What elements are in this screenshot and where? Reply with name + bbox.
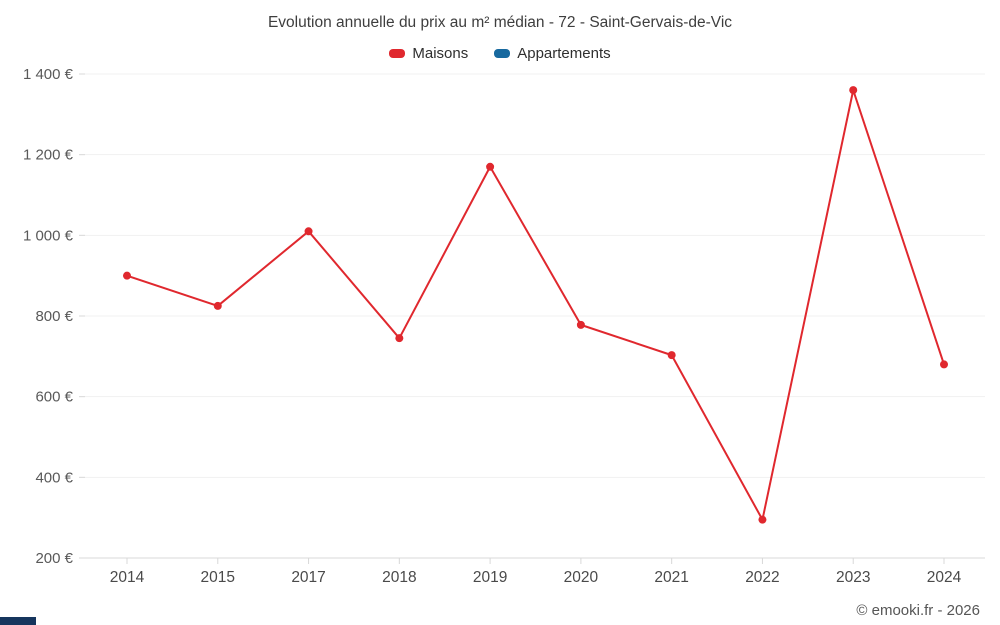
data-point <box>395 334 404 343</box>
data-point <box>304 227 313 236</box>
series-line-maisons <box>126 89 945 521</box>
y-axis-label: 400 € <box>35 469 73 486</box>
x-axis-label: 2018 <box>382 569 416 586</box>
footer-credit: © emooki.fr - 2026 <box>856 602 980 619</box>
legend-swatch-appartements <box>494 49 511 58</box>
x-axis-label: 2022 <box>745 569 779 586</box>
legend-swatch-maisons <box>389 49 406 58</box>
legend: Maisons Appartements <box>0 45 1000 62</box>
legend-label-maisons: Maisons <box>412 45 469 62</box>
legend-item-maisons[interactable]: Maisons <box>389 45 468 62</box>
data-point <box>758 515 767 524</box>
data-point <box>849 86 858 95</box>
y-axis-label: 1 200 € <box>23 147 74 164</box>
legend-label-appartements: Appartements <box>517 45 611 62</box>
y-axis-label: 1 400 € <box>23 66 74 83</box>
bottom-accent-bar <box>0 617 36 625</box>
data-point <box>940 360 948 369</box>
y-axis-label: 800 € <box>35 308 73 325</box>
x-axis-label: 2014 <box>110 569 145 586</box>
x-axis-label: 2021 <box>654 569 688 586</box>
chart-title: Evolution annuelle du prix au m² médian … <box>267 14 733 31</box>
x-axis-label: 2023 <box>836 569 870 586</box>
data-point <box>486 162 495 171</box>
x-axis-label: 2024 <box>927 569 962 586</box>
y-axis-label: 200 € <box>35 550 73 567</box>
data-point <box>213 301 222 310</box>
x-axis-label: 2019 <box>473 569 507 586</box>
x-axis-label: 2015 <box>201 569 235 586</box>
y-axis-label: 600 € <box>35 389 73 406</box>
x-axis-label: 2017 <box>291 569 325 586</box>
x-axis-label: 2020 <box>564 569 599 586</box>
data-point <box>123 271 131 280</box>
y-axis-label: 1 000 € <box>23 227 74 244</box>
data-point <box>667 351 676 360</box>
legend-item-appartements[interactable]: Appartements <box>494 45 611 62</box>
data-point <box>576 320 585 329</box>
